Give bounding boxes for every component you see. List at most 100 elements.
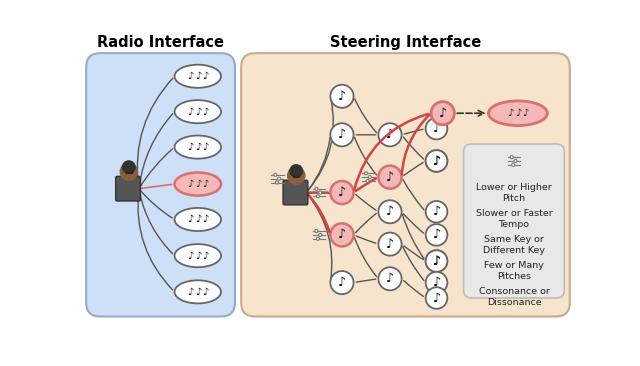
Circle shape: [368, 176, 371, 179]
Circle shape: [426, 287, 447, 309]
Text: Slower or Faster
Tempo: Slower or Faster Tempo: [476, 209, 552, 229]
Ellipse shape: [488, 101, 547, 126]
Text: Same Key or
Different Key: Same Key or Different Key: [483, 235, 545, 255]
Circle shape: [330, 123, 353, 146]
Text: ♪: ♪: [338, 186, 346, 199]
Text: Steering Interface: Steering Interface: [330, 35, 481, 50]
Circle shape: [330, 85, 353, 108]
Text: ♪: ♪: [433, 154, 440, 168]
Circle shape: [274, 173, 277, 176]
Circle shape: [275, 181, 278, 184]
Text: ♪: ♪: [386, 272, 394, 285]
Text: ♪: ♪: [507, 108, 513, 118]
Circle shape: [319, 234, 322, 236]
FancyBboxPatch shape: [86, 53, 235, 317]
Circle shape: [316, 195, 319, 198]
Circle shape: [315, 229, 318, 232]
Text: ♪: ♪: [433, 255, 440, 268]
Text: ♪: ♪: [433, 154, 440, 168]
Ellipse shape: [175, 208, 221, 231]
Ellipse shape: [175, 280, 221, 303]
Circle shape: [378, 232, 402, 256]
Text: ♪: ♪: [522, 108, 529, 118]
Text: ♪: ♪: [338, 228, 346, 242]
Circle shape: [378, 200, 402, 223]
Circle shape: [431, 102, 454, 125]
Text: ♪: ♪: [195, 251, 201, 261]
Circle shape: [364, 172, 367, 175]
Text: ♪: ♪: [386, 238, 394, 251]
Text: ♪: ♪: [202, 71, 209, 81]
Circle shape: [426, 250, 447, 272]
FancyBboxPatch shape: [241, 53, 570, 317]
Circle shape: [378, 267, 402, 290]
Circle shape: [514, 160, 517, 163]
Circle shape: [426, 250, 447, 272]
Text: Consonance or
Dissonance: Consonance or Dissonance: [479, 287, 549, 307]
Circle shape: [319, 191, 322, 194]
Text: ♪: ♪: [338, 128, 346, 141]
Circle shape: [426, 224, 447, 246]
Text: ♪: ♪: [195, 142, 201, 152]
Text: ♪: ♪: [515, 108, 521, 118]
Text: ♪: ♪: [386, 205, 394, 218]
Text: ♪: ♪: [438, 107, 447, 120]
Circle shape: [510, 156, 513, 158]
Circle shape: [289, 164, 303, 178]
Ellipse shape: [175, 100, 221, 123]
Text: ♪: ♪: [202, 251, 209, 261]
Circle shape: [330, 181, 353, 204]
Text: ♪: ♪: [187, 287, 193, 297]
Text: ♪: ♪: [195, 287, 201, 297]
Text: ♪: ♪: [202, 107, 209, 117]
Text: ♪: ♪: [187, 214, 193, 224]
Text: ♪: ♪: [433, 122, 440, 135]
Text: ♪: ♪: [338, 90, 346, 103]
Circle shape: [315, 187, 318, 190]
Circle shape: [378, 123, 402, 146]
Text: ♪: ♪: [187, 142, 193, 152]
Text: ♪: ♪: [202, 214, 209, 224]
Text: Radio Interface: Radio Interface: [97, 35, 224, 50]
Text: Few or Many
Pitches: Few or Many Pitches: [484, 261, 544, 281]
Circle shape: [120, 163, 138, 181]
Ellipse shape: [175, 135, 221, 158]
Text: ♪: ♪: [202, 179, 209, 189]
Circle shape: [426, 118, 447, 139]
Ellipse shape: [175, 65, 221, 88]
Text: Lower or Higher
Pitch: Lower or Higher Pitch: [476, 183, 552, 203]
Text: ♪: ♪: [386, 171, 394, 184]
Circle shape: [366, 179, 369, 183]
Circle shape: [287, 167, 305, 185]
Circle shape: [511, 163, 515, 167]
Text: ♪: ♪: [433, 276, 440, 289]
Circle shape: [426, 272, 447, 294]
Ellipse shape: [175, 244, 221, 267]
Ellipse shape: [175, 172, 221, 195]
Circle shape: [426, 150, 447, 172]
Circle shape: [330, 271, 353, 294]
Text: ♪: ♪: [386, 128, 394, 141]
Text: ♪: ♪: [187, 71, 193, 81]
Text: ♪: ♪: [187, 179, 193, 189]
Circle shape: [316, 237, 319, 240]
Text: ♪: ♪: [433, 292, 440, 305]
Circle shape: [378, 165, 402, 189]
Text: ♪: ♪: [187, 107, 193, 117]
Text: ♪: ♪: [195, 214, 201, 224]
Text: ♪: ♪: [195, 107, 201, 117]
Text: ♪: ♪: [195, 71, 201, 81]
FancyBboxPatch shape: [463, 144, 564, 298]
Circle shape: [330, 223, 353, 246]
Circle shape: [426, 201, 447, 223]
Text: ♪: ♪: [433, 228, 440, 242]
Text: ♪: ♪: [338, 276, 346, 289]
Text: ♪: ♪: [202, 287, 209, 297]
Text: ♪: ♪: [202, 142, 209, 152]
Circle shape: [278, 177, 281, 180]
Text: ♪: ♪: [433, 205, 440, 218]
Circle shape: [426, 150, 447, 172]
FancyBboxPatch shape: [116, 176, 140, 201]
Text: ♪: ♪: [187, 251, 193, 261]
Text: ♪: ♪: [195, 179, 201, 189]
